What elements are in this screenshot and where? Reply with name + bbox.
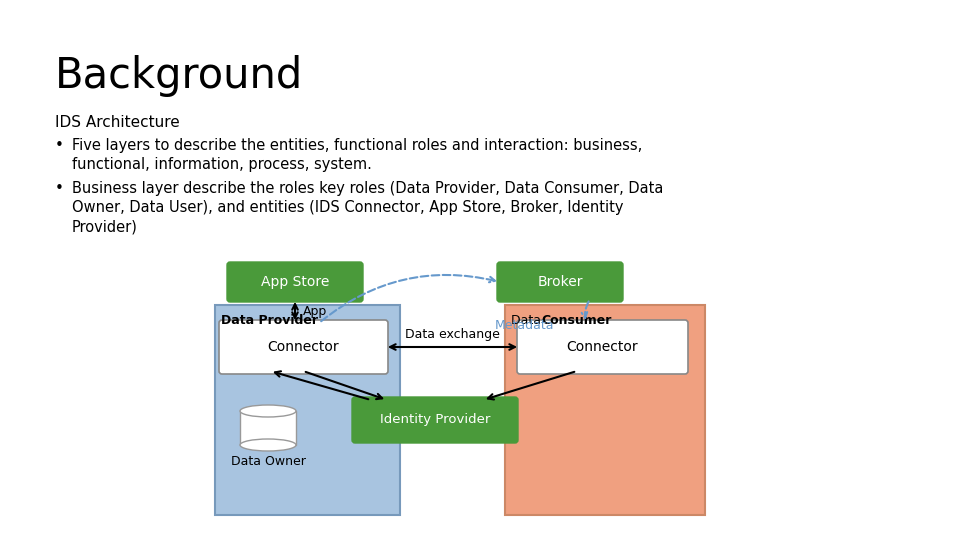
Text: Data: Data [511, 314, 545, 327]
Text: Metadata: Metadata [495, 319, 555, 332]
Text: IDS Architecture: IDS Architecture [55, 115, 180, 130]
Text: Identity Provider: Identity Provider [380, 414, 491, 427]
Text: Data Provider: Data Provider [221, 314, 318, 327]
Text: Connector: Connector [268, 340, 339, 354]
Text: •: • [55, 138, 64, 153]
Ellipse shape [240, 405, 296, 417]
FancyBboxPatch shape [517, 320, 688, 374]
Text: functional, information, process, system.: functional, information, process, system… [72, 157, 372, 172]
Text: Broker: Broker [538, 275, 583, 289]
FancyBboxPatch shape [505, 305, 705, 515]
FancyBboxPatch shape [215, 305, 400, 515]
FancyBboxPatch shape [227, 262, 363, 302]
FancyBboxPatch shape [352, 397, 518, 443]
FancyBboxPatch shape [497, 262, 623, 302]
Text: Data Owner: Data Owner [230, 455, 305, 468]
Text: Business layer describe the roles key roles (Data Provider, Data Consumer, Data: Business layer describe the roles key ro… [72, 181, 663, 196]
Text: Connector: Connector [566, 340, 638, 354]
Text: Provider): Provider) [72, 219, 138, 234]
Text: Data exchange: Data exchange [404, 328, 499, 341]
FancyBboxPatch shape [219, 320, 388, 374]
Text: Background: Background [55, 55, 303, 97]
Text: Consumer: Consumer [541, 314, 612, 327]
Text: App: App [303, 305, 327, 318]
Text: Owner, Data User), and entities (IDS Connector, App Store, Broker, Identity: Owner, Data User), and entities (IDS Con… [72, 200, 623, 215]
Bar [240, 411, 296, 445]
Text: App Store: App Store [261, 275, 329, 289]
Ellipse shape [240, 439, 296, 451]
Text: Five layers to describe the entities, functional roles and interaction: business: Five layers to describe the entities, fu… [72, 138, 642, 153]
Text: •: • [55, 181, 64, 196]
